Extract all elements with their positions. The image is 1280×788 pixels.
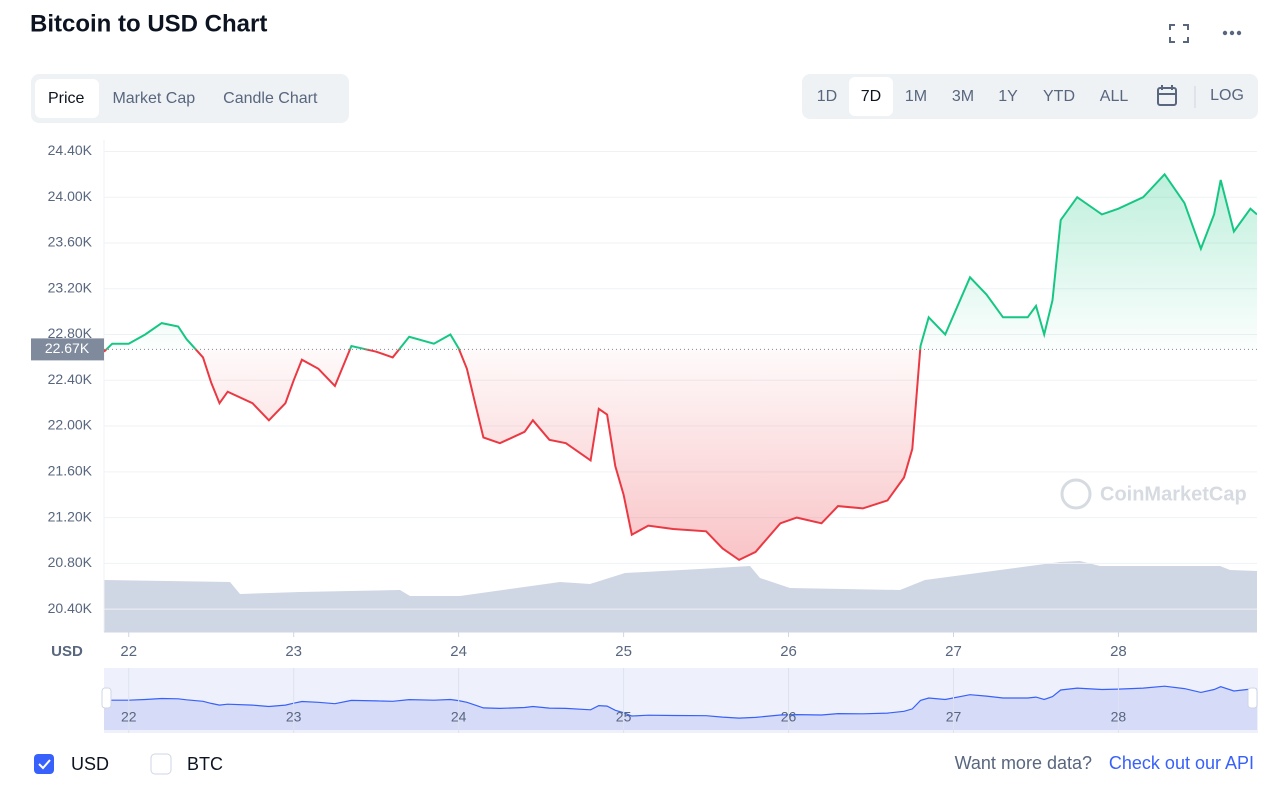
y-tick-label: 21.20K	[48, 508, 93, 524]
x-tick-label: 27	[945, 643, 962, 660]
range-button[interactable]: YTD	[1043, 88, 1075, 105]
range-button[interactable]: 1Y	[998, 88, 1018, 105]
usd-checkbox[interactable]	[34, 754, 54, 774]
calendar-icon[interactable]	[1157, 85, 1177, 106]
range-group	[802, 74, 1258, 119]
navigator-label: 25	[616, 709, 632, 725]
x-tick-label: 26	[780, 643, 797, 660]
y-tick-label: 20.40K	[48, 600, 93, 616]
range-button[interactable]: ALL	[1100, 88, 1129, 105]
price-line-down	[104, 349, 922, 562]
range-button[interactable]: 1M	[905, 88, 927, 105]
active-tab	[35, 79, 99, 118]
navigator-label: 28	[1111, 709, 1127, 725]
volume-area	[104, 561, 1257, 632]
y-tick-label: 22.80K	[48, 325, 93, 341]
baseline-label-bg	[31, 338, 104, 361]
range-button[interactable]: 1D	[817, 88, 837, 105]
currency-label: BTC	[187, 754, 223, 774]
navigator-label: 22	[121, 709, 137, 725]
active-range	[849, 77, 893, 116]
price-line-up	[104, 172, 1257, 350]
navigator-handle[interactable]	[101, 687, 112, 709]
y-axis-label: USD	[51, 643, 83, 660]
more-icon[interactable]	[1222, 30, 1242, 36]
btc-checkbox[interactable]	[150, 753, 172, 775]
navigator-line	[103, 685, 1258, 719]
fullscreen-icon[interactable]	[1169, 24, 1189, 43]
tab-group	[31, 74, 349, 123]
y-tick-label: 24.40K	[48, 142, 93, 158]
y-tick-label: 21.60K	[48, 463, 93, 479]
watermark: CoinMarketCap	[1060, 478, 1247, 510]
navigator-area	[104, 686, 1257, 730]
tab[interactable]: Market Cap	[112, 90, 195, 107]
y-tick-label: 23.20K	[48, 279, 93, 295]
footer-text: Want more data?	[955, 753, 1092, 773]
navigator-label: 26	[781, 709, 797, 725]
navigator-handle[interactable]	[1247, 687, 1258, 709]
x-tick-label: 23	[285, 643, 302, 660]
baseline-label: 22.67K	[45, 340, 90, 356]
log-button[interactable]: LOG	[1210, 87, 1244, 104]
navigator-label: 27	[946, 709, 962, 725]
navigator-label: 24	[451, 709, 467, 725]
range-button[interactable]: 7D	[861, 88, 881, 105]
tab[interactable]: Price	[48, 90, 85, 107]
navigator-label: 23	[286, 709, 302, 725]
y-tick-label: 22.00K	[48, 417, 93, 433]
x-tick-label: 24	[450, 643, 467, 660]
y-tick-label: 22.40K	[48, 371, 93, 387]
x-tick-label: 22	[120, 643, 137, 660]
x-tick-label: 28	[1110, 643, 1127, 660]
area-up	[104, 174, 1257, 350]
watermark-logo	[1060, 478, 1092, 510]
title: Bitcoin to USD Chart	[30, 10, 267, 37]
y-tick-label: 23.60K	[48, 234, 93, 250]
tab[interactable]: Candle Chart	[223, 90, 318, 107]
currency-label: USD	[71, 754, 109, 774]
x-tick-label: 25	[615, 643, 632, 660]
api-link[interactable]: Check out our API	[1109, 753, 1254, 773]
range-button[interactable]: 3M	[952, 88, 974, 105]
watermark-text: CoinMarketCap	[1100, 483, 1247, 505]
y-tick-label: 24.00K	[48, 188, 93, 204]
y-tick-label: 20.80K	[48, 554, 93, 570]
area-down	[104, 349, 921, 560]
check-icon	[38, 759, 51, 770]
